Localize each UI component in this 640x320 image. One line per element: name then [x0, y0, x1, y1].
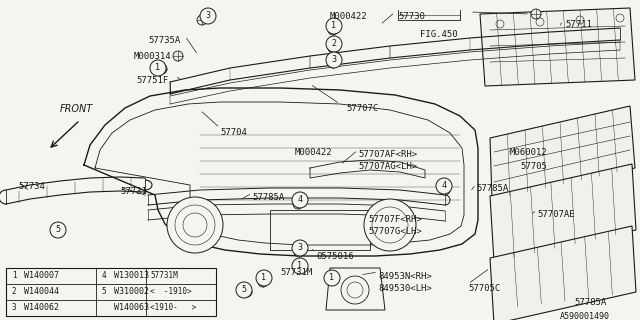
Text: W140007: W140007 — [24, 271, 59, 281]
Text: <1910-   >: <1910- > — [150, 303, 196, 313]
Circle shape — [328, 25, 338, 35]
Text: W140063: W140063 — [114, 303, 149, 313]
Polygon shape — [326, 268, 385, 310]
Text: <  -1910>: < -1910> — [150, 287, 191, 297]
Text: 57707AF<RH>: 57707AF<RH> — [358, 150, 417, 159]
Text: W140044: W140044 — [24, 287, 59, 297]
Text: 57734: 57734 — [18, 182, 45, 191]
Text: W310002: W310002 — [114, 287, 149, 297]
Circle shape — [8, 302, 20, 314]
Text: 5: 5 — [56, 226, 61, 235]
Text: 1: 1 — [298, 261, 303, 270]
Circle shape — [98, 270, 110, 282]
Polygon shape — [490, 226, 636, 320]
Text: A590001490: A590001490 — [560, 312, 610, 320]
Text: 3: 3 — [12, 303, 16, 313]
Circle shape — [150, 60, 166, 76]
Text: 1: 1 — [156, 63, 161, 73]
Circle shape — [197, 15, 207, 25]
Text: 57711: 57711 — [565, 20, 592, 29]
Circle shape — [8, 270, 20, 282]
Circle shape — [326, 36, 342, 52]
Text: 57707AG<LH>: 57707AG<LH> — [358, 162, 417, 171]
Circle shape — [98, 286, 110, 298]
Text: FRONT: FRONT — [60, 104, 93, 114]
Circle shape — [326, 18, 342, 34]
Text: 4: 4 — [298, 196, 303, 204]
Text: 4: 4 — [102, 271, 106, 281]
Text: 57735A: 57735A — [148, 36, 180, 45]
Circle shape — [258, 277, 268, 287]
Circle shape — [292, 240, 308, 256]
Text: M000314: M000314 — [134, 52, 172, 61]
Text: 57731: 57731 — [120, 187, 147, 196]
Circle shape — [326, 52, 342, 68]
Text: 5: 5 — [241, 285, 246, 294]
Text: 57751F: 57751F — [136, 76, 168, 85]
Circle shape — [167, 197, 223, 253]
Text: 849530<LH>: 849530<LH> — [378, 284, 432, 293]
Circle shape — [328, 43, 338, 53]
Text: 57705C: 57705C — [468, 284, 500, 293]
Text: 4: 4 — [442, 181, 447, 190]
Text: W140062: W140062 — [24, 303, 59, 313]
Circle shape — [256, 270, 272, 286]
Circle shape — [328, 275, 338, 285]
Text: 1: 1 — [262, 274, 266, 283]
Polygon shape — [490, 106, 635, 200]
Circle shape — [293, 199, 303, 209]
Text: 1: 1 — [12, 271, 16, 281]
Polygon shape — [480, 8, 635, 86]
Text: 2: 2 — [332, 39, 337, 49]
Text: 57707C: 57707C — [346, 104, 378, 113]
Text: M000422: M000422 — [330, 12, 367, 21]
Text: 5: 5 — [102, 287, 106, 297]
Text: 57704: 57704 — [220, 128, 247, 137]
Circle shape — [324, 270, 340, 286]
Text: 57785A: 57785A — [252, 193, 284, 202]
Circle shape — [292, 258, 308, 274]
Circle shape — [328, 58, 338, 68]
FancyBboxPatch shape — [6, 268, 216, 316]
Text: 57730: 57730 — [398, 12, 425, 21]
Text: M000422: M000422 — [295, 148, 333, 157]
Text: 84953N<RH>: 84953N<RH> — [378, 272, 432, 281]
Text: W130013: W130013 — [114, 271, 149, 281]
Text: 3: 3 — [205, 12, 211, 20]
Text: 57707F<RH>: 57707F<RH> — [368, 215, 422, 224]
Text: M060012: M060012 — [510, 148, 548, 157]
Text: 57707AE: 57707AE — [537, 210, 575, 219]
Text: 2: 2 — [12, 287, 16, 297]
Polygon shape — [490, 164, 636, 262]
Text: 57785A: 57785A — [574, 298, 606, 307]
Circle shape — [236, 282, 252, 298]
Circle shape — [436, 178, 452, 194]
Circle shape — [531, 9, 541, 19]
Text: 1: 1 — [330, 274, 335, 283]
Text: 57705: 57705 — [520, 162, 547, 171]
Text: 3: 3 — [298, 244, 303, 252]
Text: 57731M: 57731M — [150, 271, 178, 281]
Circle shape — [173, 51, 183, 61]
Text: 3: 3 — [332, 55, 337, 65]
Text: 1: 1 — [332, 21, 337, 30]
Circle shape — [50, 222, 66, 238]
Circle shape — [294, 247, 304, 257]
Text: 57785A: 57785A — [476, 184, 508, 193]
Text: 57707G<LH>: 57707G<LH> — [368, 227, 422, 236]
Circle shape — [292, 192, 308, 208]
Circle shape — [242, 287, 252, 297]
Text: FIG.450: FIG.450 — [420, 30, 458, 39]
Text: 0575016: 0575016 — [316, 252, 354, 261]
Circle shape — [200, 8, 216, 24]
Circle shape — [157, 64, 167, 74]
Circle shape — [440, 185, 450, 195]
Circle shape — [294, 263, 304, 273]
Text: 57731M: 57731M — [280, 268, 312, 277]
Circle shape — [8, 286, 20, 298]
Circle shape — [364, 199, 416, 251]
